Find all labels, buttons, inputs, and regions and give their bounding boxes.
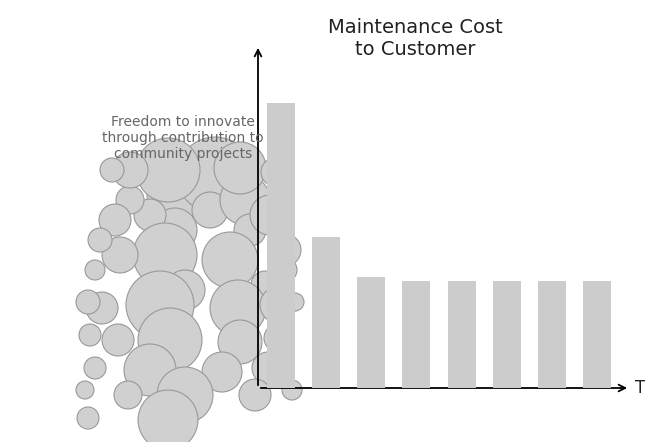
Circle shape — [86, 292, 118, 324]
Circle shape — [261, 158, 289, 186]
Circle shape — [210, 280, 266, 336]
Circle shape — [202, 352, 242, 392]
Circle shape — [112, 152, 148, 188]
Circle shape — [99, 204, 131, 236]
Circle shape — [218, 320, 262, 364]
Circle shape — [114, 381, 142, 409]
Circle shape — [138, 390, 198, 442]
Circle shape — [250, 195, 290, 235]
Circle shape — [102, 237, 138, 273]
Circle shape — [165, 270, 205, 310]
Circle shape — [88, 228, 112, 252]
Circle shape — [273, 258, 297, 282]
Circle shape — [76, 381, 94, 399]
Circle shape — [232, 285, 252, 305]
Bar — [312, 237, 340, 388]
Circle shape — [202, 232, 258, 288]
Circle shape — [260, 287, 296, 323]
Circle shape — [269, 234, 301, 266]
Circle shape — [116, 186, 144, 214]
Circle shape — [264, 324, 292, 352]
Bar — [583, 281, 611, 388]
Circle shape — [177, 137, 253, 213]
Circle shape — [134, 199, 166, 231]
Circle shape — [126, 271, 194, 339]
Text: Freedom to innovate
through contribution to
community projects: Freedom to innovate through contribution… — [102, 115, 264, 161]
Circle shape — [77, 407, 99, 429]
Circle shape — [84, 357, 106, 379]
Circle shape — [192, 192, 228, 228]
Circle shape — [124, 344, 176, 396]
Circle shape — [138, 308, 202, 372]
Circle shape — [79, 324, 101, 346]
Bar — [538, 281, 566, 388]
Bar — [402, 281, 430, 388]
Circle shape — [157, 367, 213, 423]
Circle shape — [286, 293, 304, 311]
Circle shape — [138, 274, 166, 302]
Circle shape — [220, 175, 270, 225]
Circle shape — [234, 214, 266, 246]
Circle shape — [153, 208, 197, 252]
Circle shape — [214, 142, 266, 194]
Circle shape — [136, 138, 200, 202]
Circle shape — [76, 290, 100, 314]
Bar — [266, 103, 295, 388]
Text: Time: Time — [635, 379, 645, 397]
Circle shape — [85, 260, 105, 280]
Circle shape — [239, 379, 271, 411]
Bar — [493, 281, 521, 388]
Circle shape — [100, 158, 124, 182]
Bar — [448, 281, 475, 388]
Circle shape — [252, 352, 284, 384]
Circle shape — [282, 380, 302, 400]
Bar — [357, 277, 385, 388]
Text: Maintenance Cost
to Customer: Maintenance Cost to Customer — [328, 18, 502, 59]
Circle shape — [147, 167, 203, 223]
Circle shape — [251, 271, 279, 299]
Circle shape — [102, 324, 134, 356]
Circle shape — [133, 223, 197, 287]
